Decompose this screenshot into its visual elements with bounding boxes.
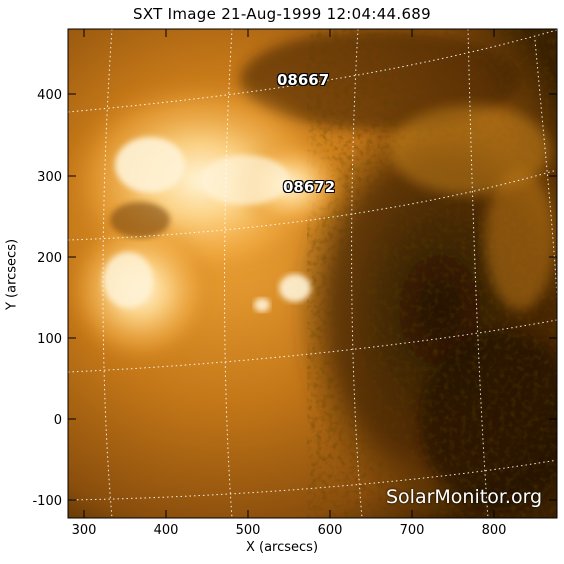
image-title: SXT Image 21-Aug-1999 12:04:44.689 bbox=[133, 5, 431, 23]
x-tick-label: 400 bbox=[154, 523, 179, 538]
active-region-label: 08672 bbox=[283, 178, 336, 196]
y-tick-label: -100 bbox=[32, 494, 62, 509]
x-tick-label: 500 bbox=[236, 523, 261, 538]
y-tick-label: 300 bbox=[37, 170, 62, 185]
x-tick-label: 700 bbox=[400, 523, 425, 538]
y-tick-label: 400 bbox=[37, 88, 62, 103]
x-tick-label: 800 bbox=[482, 523, 507, 538]
y-tick-label: 200 bbox=[37, 251, 62, 266]
solar-image bbox=[68, 29, 557, 518]
x-tick-label: 300 bbox=[72, 523, 97, 538]
active-region-label: 08667 bbox=[277, 71, 330, 89]
x-tick-label: 600 bbox=[318, 523, 343, 538]
watermark: SolarMonitor.org bbox=[386, 486, 543, 508]
heliographic-grid bbox=[68, 29, 557, 518]
y-tick-label: 0 bbox=[54, 413, 62, 428]
x-axis-label: X (arcsecs) bbox=[245, 540, 319, 555]
plot-frame bbox=[67, 28, 558, 519]
y-tick-label: 100 bbox=[37, 332, 62, 347]
y-axis-label: Y (arcsecs) bbox=[4, 238, 20, 311]
